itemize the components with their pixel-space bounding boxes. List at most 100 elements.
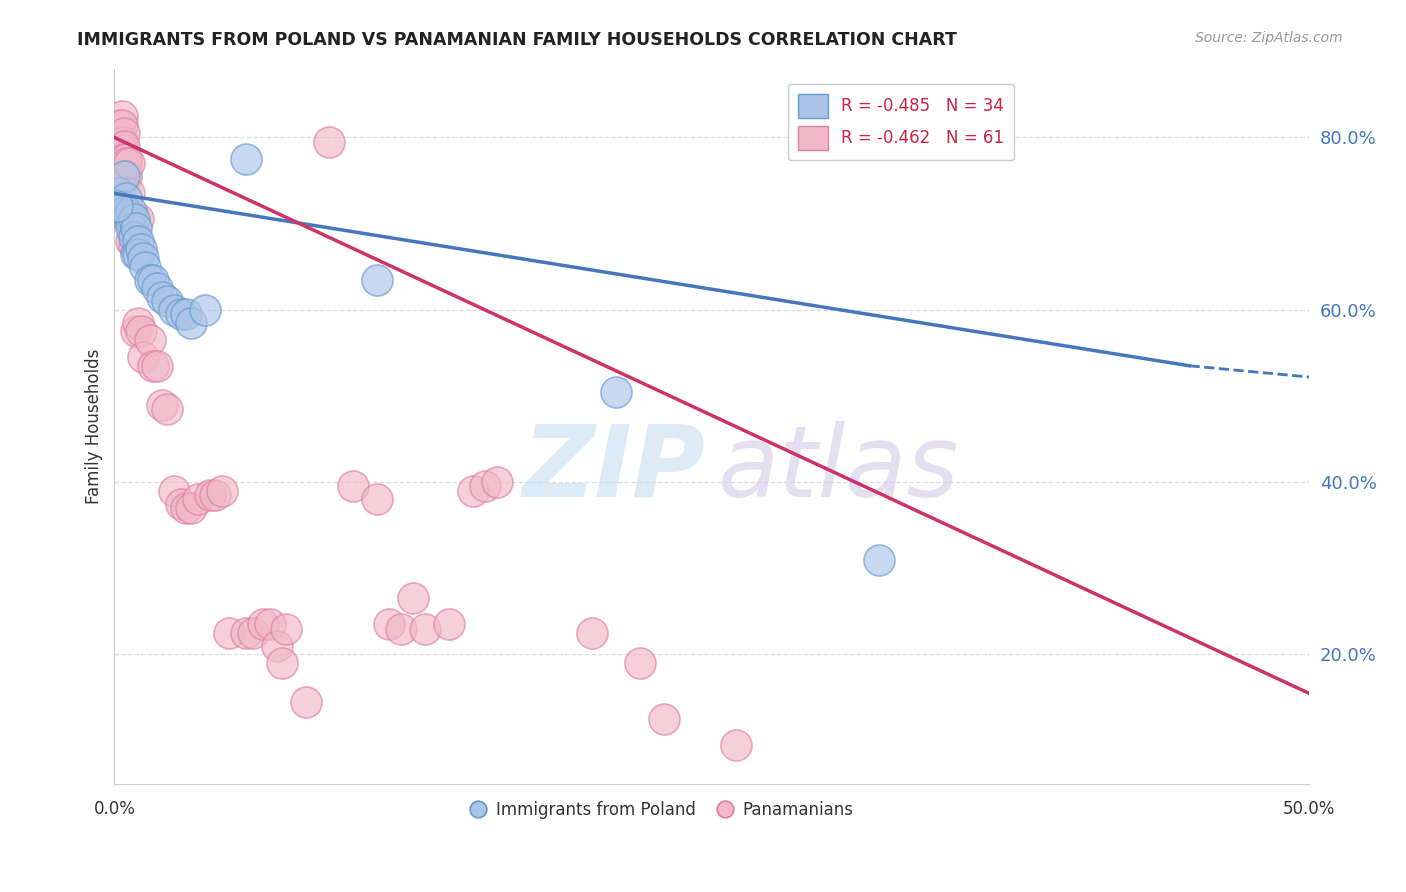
Point xyxy=(652,712,675,726)
Point xyxy=(235,152,257,166)
Point xyxy=(342,479,364,493)
Point xyxy=(461,483,484,498)
Point xyxy=(259,617,281,632)
Point xyxy=(146,281,169,295)
Point xyxy=(142,359,165,373)
Point xyxy=(120,234,142,248)
Point xyxy=(108,130,131,145)
Point xyxy=(118,212,141,227)
Point xyxy=(187,492,209,507)
Point xyxy=(163,302,186,317)
Point xyxy=(110,144,132,158)
Text: 50.0%: 50.0% xyxy=(1282,800,1336,818)
Point xyxy=(115,169,138,184)
Point xyxy=(180,500,202,515)
Point xyxy=(132,251,155,265)
Point xyxy=(110,199,132,213)
Point xyxy=(150,398,173,412)
Point xyxy=(129,324,152,338)
Point xyxy=(110,118,132,132)
Point xyxy=(118,156,141,170)
Point xyxy=(125,324,148,338)
Text: atlas: atlas xyxy=(717,420,959,517)
Point xyxy=(105,199,128,213)
Point xyxy=(204,488,226,502)
Point xyxy=(122,221,145,235)
Point xyxy=(125,247,148,261)
Point xyxy=(194,302,217,317)
Point xyxy=(366,492,388,507)
Point xyxy=(110,135,132,149)
Point xyxy=(198,488,221,502)
Point xyxy=(156,401,179,416)
Point xyxy=(122,229,145,244)
Point xyxy=(132,350,155,364)
Point xyxy=(127,316,149,330)
Point xyxy=(146,359,169,373)
Point xyxy=(134,260,156,274)
Y-axis label: Family Households: Family Households xyxy=(86,349,103,504)
Point xyxy=(413,622,436,636)
Point xyxy=(180,316,202,330)
Point xyxy=(402,591,425,606)
Point xyxy=(118,208,141,222)
Point xyxy=(127,212,149,227)
Point xyxy=(150,290,173,304)
Point xyxy=(120,221,142,235)
Point xyxy=(112,161,135,175)
Point xyxy=(724,738,747,752)
Point xyxy=(211,483,233,498)
Point xyxy=(366,272,388,286)
Point xyxy=(270,656,292,670)
Point xyxy=(266,639,288,653)
Point xyxy=(110,109,132,123)
Point xyxy=(156,294,179,309)
Point xyxy=(115,191,138,205)
Point xyxy=(174,307,197,321)
Point xyxy=(115,203,138,218)
Point xyxy=(318,135,340,149)
Point xyxy=(139,333,162,347)
Point xyxy=(378,617,401,632)
Point xyxy=(218,626,240,640)
Point xyxy=(235,626,257,640)
Point xyxy=(108,186,131,201)
Point xyxy=(129,243,152,257)
Point xyxy=(127,234,149,248)
Point xyxy=(112,126,135,140)
Point xyxy=(112,169,135,184)
Point xyxy=(605,384,627,399)
Point xyxy=(122,238,145,252)
Point xyxy=(437,617,460,632)
Legend: Immigrants from Poland, Panamanians: Immigrants from Poland, Panamanians xyxy=(468,794,860,825)
Point xyxy=(170,497,193,511)
Text: 0.0%: 0.0% xyxy=(93,800,135,818)
Point xyxy=(581,626,603,640)
Point xyxy=(120,217,142,231)
Text: Source: ZipAtlas.com: Source: ZipAtlas.com xyxy=(1195,31,1343,45)
Point xyxy=(122,212,145,227)
Point xyxy=(115,152,138,166)
Point xyxy=(112,208,135,222)
Point xyxy=(142,272,165,286)
Text: IMMIGRANTS FROM POLAND VS PANAMANIAN FAMILY HOUSEHOLDS CORRELATION CHART: IMMIGRANTS FROM POLAND VS PANAMANIAN FAM… xyxy=(77,31,957,49)
Point xyxy=(389,622,412,636)
Point xyxy=(118,186,141,201)
Point xyxy=(276,622,298,636)
Point xyxy=(474,479,496,493)
Text: ZIP: ZIP xyxy=(523,420,706,517)
Point xyxy=(170,307,193,321)
Point xyxy=(174,500,197,515)
Point xyxy=(163,483,186,498)
Point xyxy=(252,617,274,632)
Point xyxy=(242,626,264,640)
Point xyxy=(628,656,651,670)
Point xyxy=(294,695,316,709)
Point xyxy=(115,156,138,170)
Point xyxy=(868,552,890,566)
Point xyxy=(139,272,162,286)
Point xyxy=(108,118,131,132)
Point xyxy=(120,203,142,218)
Point xyxy=(485,475,508,490)
Point xyxy=(127,247,149,261)
